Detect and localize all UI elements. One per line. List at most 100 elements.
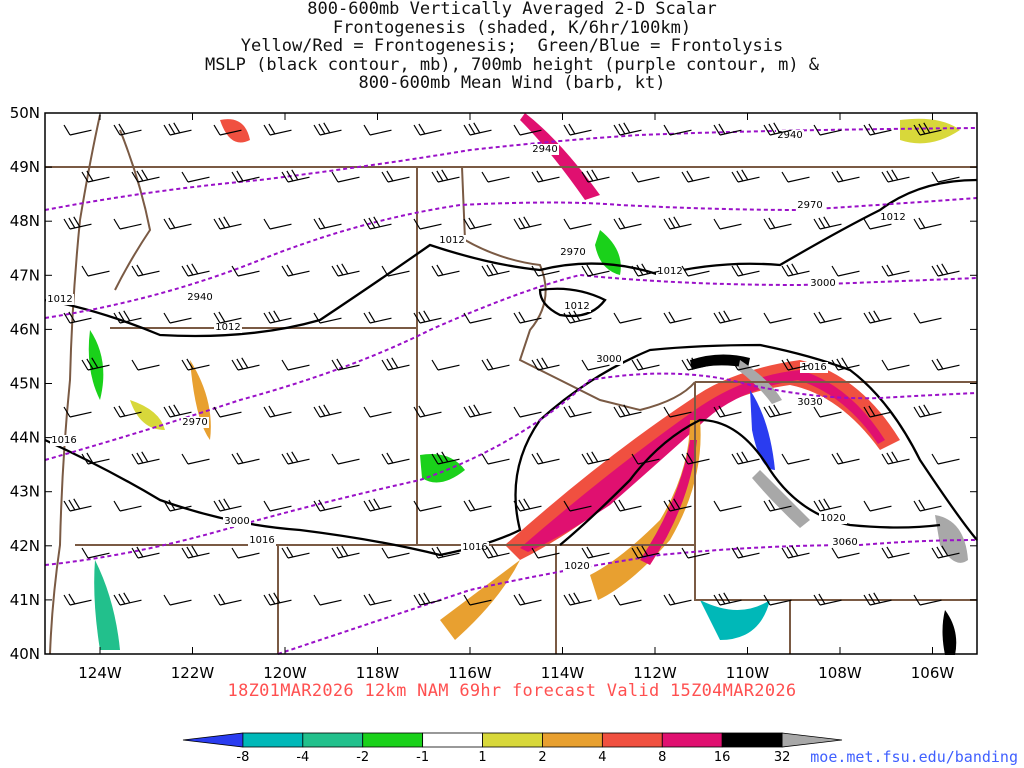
wind-barb <box>181 453 210 465</box>
wind-barb <box>213 593 242 606</box>
wind-barb <box>663 311 692 324</box>
height-label-bg <box>186 292 214 303</box>
title-line-3: Yellow/Red = Frontogenesis; Green/Blue =… <box>240 36 784 56</box>
lon-label: 114W <box>541 664 585 682</box>
wind-barb <box>513 593 542 606</box>
wind-barb <box>581 359 610 371</box>
height-label-bg <box>595 354 623 365</box>
frontolysis-green-2 <box>420 454 465 483</box>
mslp-label-bg <box>563 301 591 312</box>
colorbar-swatch <box>302 732 364 748</box>
colorbar-swatch <box>422 732 483 748</box>
wind-barb <box>113 310 142 324</box>
wind-barb <box>681 547 710 559</box>
wind-barb <box>613 217 642 230</box>
axis-ticks <box>45 112 977 655</box>
wind-barb <box>313 312 342 324</box>
wind-barb <box>263 500 292 512</box>
wind-barb <box>731 546 760 559</box>
height-label-bg <box>223 516 251 527</box>
wind-barb <box>781 453 810 465</box>
mslp-label: 1012 <box>657 266 682 277</box>
wind-barb <box>631 453 660 465</box>
id-mt-border <box>461 166 696 412</box>
wind-barb <box>781 263 810 277</box>
wind-barb <box>713 310 742 324</box>
wind-barb <box>513 498 542 512</box>
height-label: 3000 <box>810 278 835 289</box>
colorbar-swatch <box>242 732 304 748</box>
wind-barb <box>831 357 860 371</box>
wind-barb <box>381 357 410 371</box>
wind-barb <box>163 404 192 418</box>
frontolysis-teal <box>700 600 770 640</box>
wind-barb <box>131 546 160 559</box>
lon-label: 120W <box>263 664 307 682</box>
wind-barb <box>163 594 192 606</box>
credit-link[interactable]: moe.met.fsu.edu/banding <box>810 748 1018 766</box>
mslp-label: 1020 <box>564 561 589 572</box>
height-label-bg <box>796 200 824 211</box>
wind-barb <box>681 170 710 183</box>
mslp-label: 1012 <box>47 294 72 305</box>
mslp-label-bg <box>656 266 684 277</box>
colorbar-swatch <box>542 732 603 748</box>
wind-barb <box>813 311 842 324</box>
lat-label: 47N <box>10 266 40 284</box>
wind-barb <box>613 122 642 136</box>
wind-barb <box>663 406 692 418</box>
wind-barb <box>581 169 610 183</box>
colorbar-tick-label: 4 <box>598 750 606 765</box>
mslp-label-bg <box>819 513 847 524</box>
wind-barb <box>231 265 260 277</box>
wind-barb <box>681 265 710 277</box>
wind-barb <box>413 218 442 230</box>
wind-barb <box>863 592 892 606</box>
wind-barb <box>113 592 142 606</box>
height-label: 3000 <box>596 354 621 365</box>
wind-barb <box>713 123 742 136</box>
height-label: 2940 <box>532 144 557 155</box>
lon-label: 108W <box>818 664 862 682</box>
wind-barb <box>881 546 910 559</box>
wind-barb <box>631 171 660 183</box>
title-line-1: 800-600mb Vertically Averaged 2-D Scalar <box>307 0 717 19</box>
wind-barb <box>413 310 442 324</box>
wind-barb <box>113 218 142 230</box>
wind-barb <box>413 500 442 512</box>
title-line-2: Frontogenesis (shaded, K/6hr/100km) <box>332 17 692 38</box>
wind-barb <box>613 312 642 324</box>
front-band-core <box>520 370 885 552</box>
wind-barb <box>731 169 760 183</box>
wind-barb <box>531 170 560 183</box>
puget-sound <box>114 129 152 291</box>
wind-barb <box>81 452 110 465</box>
wind-barb <box>931 263 960 277</box>
wind-barb <box>63 216 92 230</box>
wind-barb <box>413 405 442 418</box>
colorbar-swatch <box>721 732 783 748</box>
wind-barb <box>663 593 692 606</box>
wind-barb <box>663 216 692 230</box>
wind-barb <box>431 264 460 277</box>
height-label: 3030 <box>797 397 822 408</box>
wind-barb <box>813 124 842 136</box>
title-line-4: MSLP (black contour, mb), 700mb height (… <box>204 54 820 75</box>
mslp-label: 1016 <box>462 542 487 553</box>
north-band <box>520 113 600 200</box>
wind-barb <box>381 452 410 465</box>
wind-barb <box>863 218 892 230</box>
wind-barb <box>581 264 610 277</box>
height-label: 2970 <box>560 247 585 258</box>
colorbar-tick-label: -1 <box>416 750 429 765</box>
height-label: 2940 <box>777 130 802 141</box>
wind-barb <box>763 594 792 606</box>
wind-barb <box>81 170 110 183</box>
mslp-label: 1020 <box>820 513 845 524</box>
wind-barb <box>831 452 860 465</box>
wind-barb <box>831 265 860 277</box>
wind-barb <box>181 358 210 371</box>
wind-barb <box>513 406 542 418</box>
wind-barb <box>431 451 460 465</box>
height-label-bg <box>559 247 587 258</box>
